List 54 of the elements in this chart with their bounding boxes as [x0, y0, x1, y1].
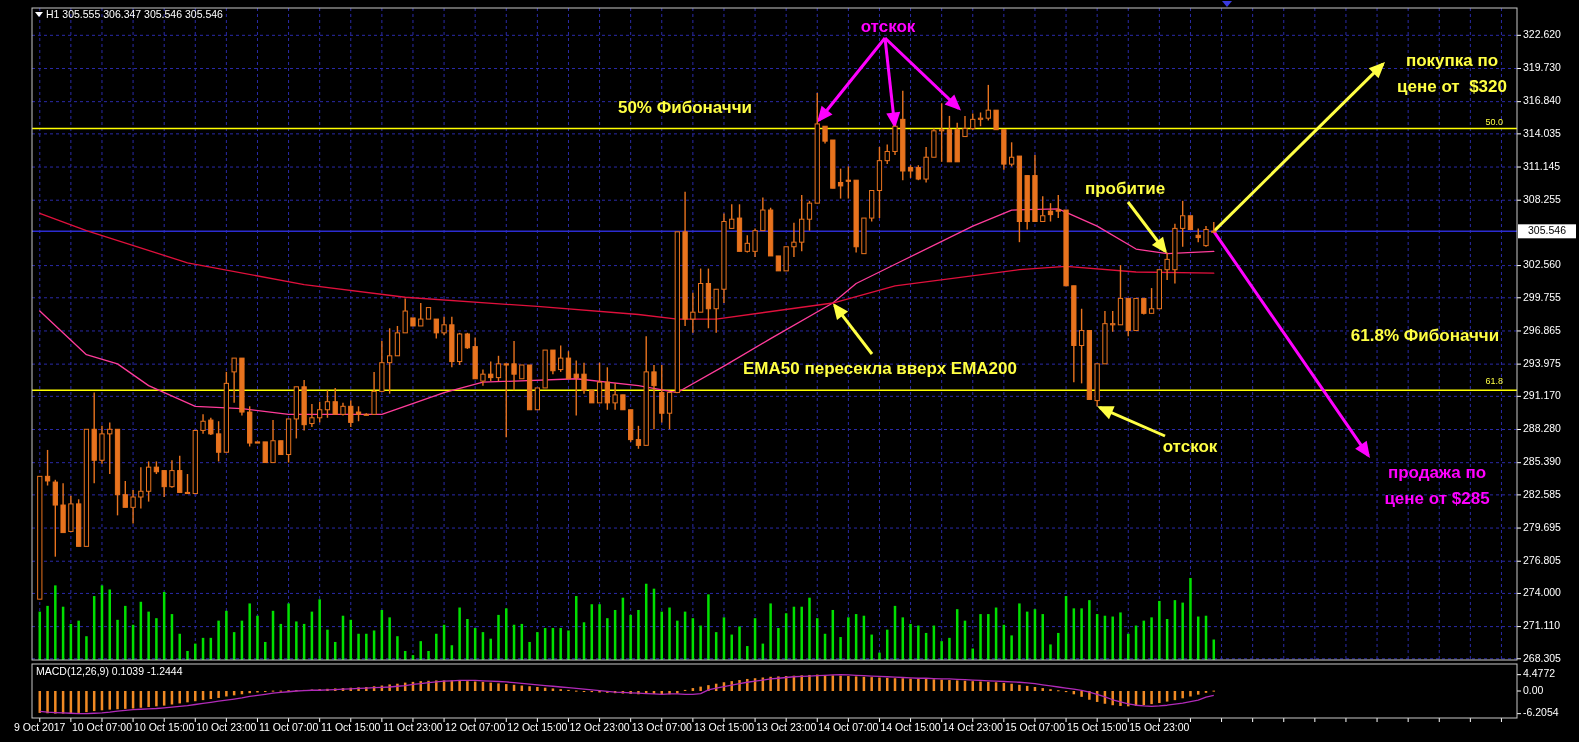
y-tick-label: 308.255 — [1523, 192, 1562, 205]
y-tick-label: 268.305 — [1523, 651, 1562, 664]
y-tick-label: 291.170 — [1523, 389, 1562, 402]
chart-title: H1 305.555 306.347 305.546 305.546 — [46, 8, 224, 20]
x-tick-label: 14 Oct 07:00 — [818, 721, 879, 733]
annotation: 61.8 — [1485, 376, 1503, 386]
x-tick-label: 14 Oct 23:00 — [942, 721, 1003, 733]
x-tick-label: 14 Oct 15:00 — [880, 721, 941, 733]
y-tick-label: 316.840 — [1523, 94, 1562, 107]
x-tick-label: 11 Oct 15:00 — [321, 721, 381, 733]
x-tick-label: 10 Oct 07:00 — [71, 721, 133, 733]
y-tick-label: 279.695 — [1523, 520, 1562, 533]
x-tick-label: 15 Oct 15:00 — [1067, 721, 1128, 733]
chart-title: MACD(12,26,9) 0.1039 -1.2444 — [36, 665, 183, 677]
y-tick-label: 276.805 — [1523, 554, 1562, 567]
y-tick-label: 4.4772 — [1523, 667, 1556, 680]
y-tick-label: 296.865 — [1523, 323, 1562, 336]
y-tick-label: -6.2054 — [1523, 706, 1559, 719]
annotation: покупка по цене от $320 — [1397, 51, 1507, 97]
y-tick-label: 299.755 — [1523, 290, 1562, 303]
x-tick-label: 13 Oct 07:00 — [631, 721, 692, 733]
annotation: отскок — [860, 17, 916, 36]
annotation: 61.8% Фибоначчи — [1350, 326, 1500, 345]
x-tick-label: 10 Oct 23:00 — [196, 721, 257, 733]
y-tick-label: 293.975 — [1523, 356, 1562, 369]
x-tick-label: 12 Oct 15:00 — [507, 721, 568, 733]
x-tick-label: 11 Oct 23:00 — [383, 721, 443, 733]
x-tick-label: 15 Oct 23:00 — [1129, 721, 1190, 733]
annotation: EMA50 пересекла вверх EMA200 — [743, 359, 1017, 378]
y-tick-label: 311.145 — [1523, 159, 1561, 172]
x-tick-label: 12 Oct 23:00 — [569, 721, 630, 733]
y-tick-label: 302.560 — [1523, 258, 1562, 271]
x-tick-label: 13 Oct 23:00 — [756, 721, 817, 733]
annotation: продажа по цене от $285 — [1384, 463, 1490, 509]
annotation: пробитие — [1084, 179, 1166, 198]
x-tick-label: 9 Oct 2017 — [14, 721, 66, 733]
annotation: отскок — [1162, 437, 1218, 456]
y-tick-label: 288.280 — [1523, 422, 1562, 435]
x-tick-label: 13 Oct 15:00 — [693, 721, 755, 733]
y-tick-label: 274.000 — [1523, 586, 1562, 599]
y-tick-label: 271.110 — [1523, 619, 1561, 632]
x-tick-label: 11 Oct 07:00 — [258, 721, 319, 733]
ref-line-label: 305.546 — [1528, 224, 1567, 237]
y-tick-label: 314.035 — [1523, 126, 1562, 139]
annotation: 50% Фибоначчи — [617, 98, 753, 117]
annotation: 50.0 — [1485, 117, 1503, 127]
x-tick-label: 12 Oct 07:00 — [445, 721, 506, 733]
x-tick-label: 10 Oct 15:00 — [134, 721, 195, 733]
y-tick-label: 282.585 — [1523, 487, 1562, 500]
y-tick-label: 285.390 — [1523, 455, 1562, 468]
y-tick-label: 0.00 — [1523, 683, 1544, 696]
y-tick-label: 322.620 — [1523, 28, 1562, 41]
x-tick-label: 15 Oct 07:00 — [1004, 721, 1066, 733]
y-tick-label: 319.730 — [1523, 61, 1562, 74]
